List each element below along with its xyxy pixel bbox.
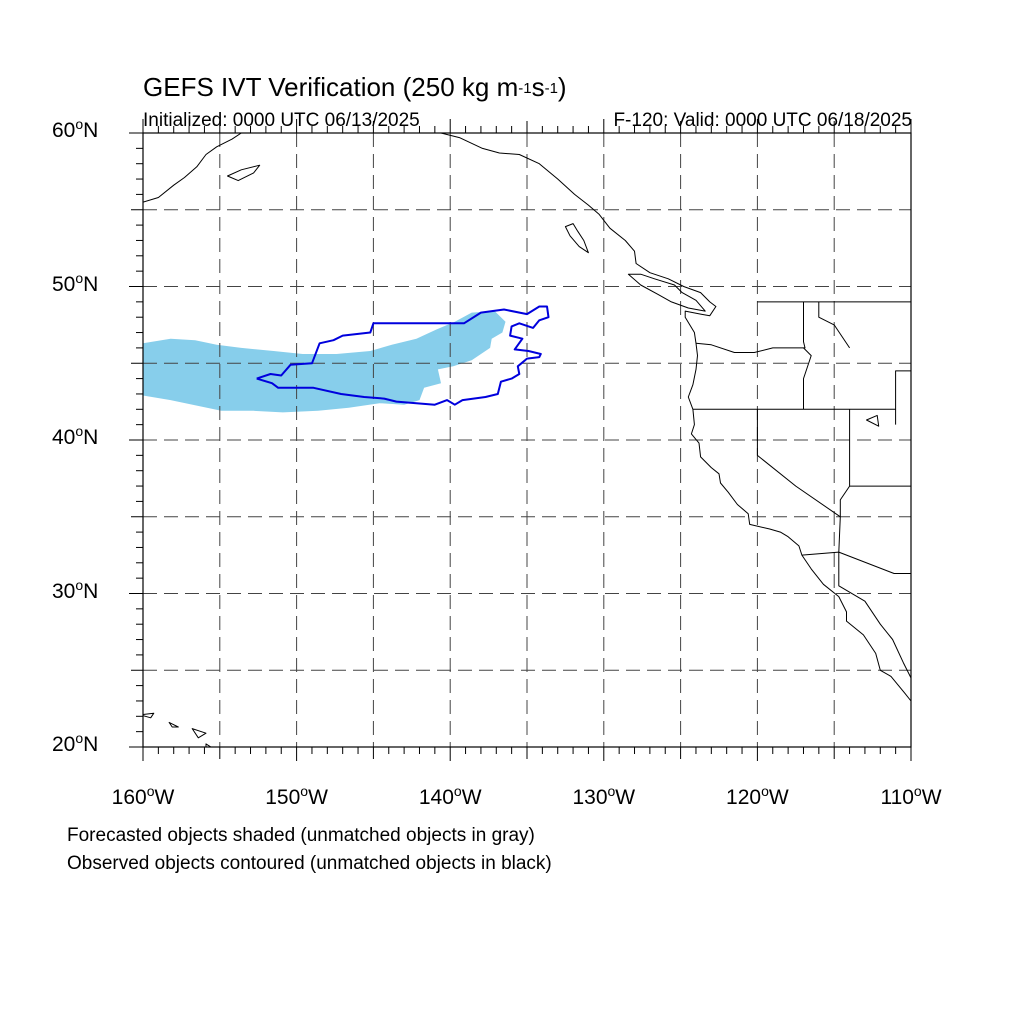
coastlines-layer bbox=[143, 133, 911, 747]
lat-tick-label: 60oN bbox=[52, 116, 99, 142]
state-border bbox=[695, 301, 806, 353]
lat-tick-label: 40oN bbox=[52, 423, 99, 449]
lat-tick-label: 30oN bbox=[52, 576, 99, 603]
state-border bbox=[839, 409, 851, 517]
lat-tick-label: 50oN bbox=[52, 269, 99, 296]
forecast-object bbox=[143, 311, 506, 413]
state-border bbox=[838, 552, 911, 679]
state-border bbox=[803, 347, 812, 410]
caption-forecast: Forecasted objects shaded (unmatched obj… bbox=[67, 825, 535, 846]
state-border bbox=[895, 370, 911, 425]
lon-tick-label: 150oW bbox=[265, 783, 328, 809]
observed-object-contour bbox=[256, 305, 550, 406]
caption-observed: Observed objects contoured (unmatched ob… bbox=[67, 853, 552, 874]
lat-tick-label: 20oN bbox=[52, 730, 99, 756]
forecast-objects-layer bbox=[143, 311, 506, 413]
hawaii-island bbox=[191, 728, 207, 739]
state-border bbox=[756, 409, 841, 553]
great-salt-lake bbox=[866, 414, 880, 427]
haida-gwaii bbox=[564, 223, 589, 254]
observed-objects-layer bbox=[256, 305, 550, 406]
state-border bbox=[801, 551, 911, 574]
lon-tick-label: 160oW bbox=[111, 783, 175, 809]
hawaii-island bbox=[143, 712, 155, 719]
lon-tick-label: 110oW bbox=[880, 783, 942, 809]
lon-tick-label: 130oW bbox=[572, 783, 636, 809]
vancouver-island bbox=[627, 273, 706, 312]
init-time-label: Initialized: 0000 UTC 06/13/2025 bbox=[143, 110, 420, 131]
alaska-coastline bbox=[143, 133, 242, 203]
kodiak-island bbox=[227, 164, 261, 182]
axis-ticks bbox=[129, 119, 912, 761]
hawaii-island bbox=[168, 721, 179, 728]
gridlines-layer bbox=[143, 133, 911, 747]
state-border bbox=[818, 301, 851, 349]
figure-title: GEFS IVT Verification (250 kg m-1s-1) bbox=[143, 72, 567, 102]
lon-tick-label: 140oW bbox=[418, 783, 482, 809]
valid-time-label: F-120: Valid: 0000 UTC 06/18/2025 bbox=[613, 110, 912, 131]
lon-tick-label: 120oW bbox=[726, 783, 789, 809]
coastline bbox=[440, 133, 911, 702]
